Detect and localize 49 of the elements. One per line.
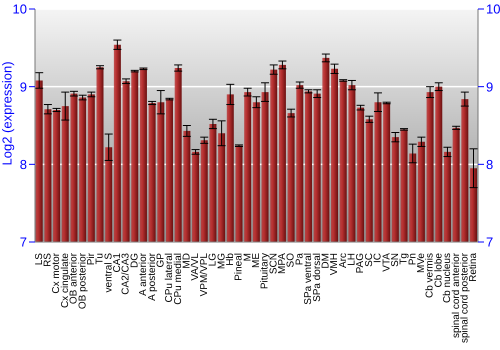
- x-tick-label: Cb nucleus: [442, 253, 454, 304]
- x-tick-label: SCN: [268, 253, 280, 274]
- x-tick-label: DM: [320, 253, 332, 269]
- x-tick-label: VPM/VPL: [198, 252, 210, 296]
- x-tick-label: Pir: [86, 252, 97, 266]
- x-tick-label: ME: [251, 252, 262, 268]
- x-tick-label: LG: [208, 252, 219, 266]
- x-tick-label: PAG: [355, 252, 366, 274]
- x-tick-label: Cx cingulate: [60, 252, 71, 308]
- x-tick-label: Pituitary: [260, 253, 271, 290]
- x-tick-label: Tg: [398, 253, 410, 265]
- x-tick-label: IC: [372, 253, 384, 263]
- x-tick-label: CPu medial: [172, 253, 184, 305]
- y2-tick-label: 10: [486, 2, 500, 17]
- x-tick-label: Pineal: [234, 253, 245, 281]
- x-tick-label: SPa dorsal: [312, 253, 323, 302]
- x-tick-label: Pn: [407, 253, 418, 266]
- x-tick-label: VMH: [329, 253, 340, 276]
- y2-tick-label: 7: [486, 234, 494, 250]
- y-tick-label: 7: [20, 234, 27, 250]
- x-tick-label: OB anterior: [68, 252, 80, 304]
- x-tick-label: CA2/CA3: [120, 252, 132, 295]
- x-tick-label: VTA: [381, 252, 392, 272]
- y-tick-label: 10: [12, 2, 27, 17]
- x-tick-label: A anterior: [138, 252, 150, 296]
- x-tick-label: Tu: [94, 253, 106, 264]
- x-tick-label: OB posterior: [77, 252, 88, 310]
- x-tick-label: RS: [42, 252, 54, 267]
- x-tick-label: Hb: [224, 252, 236, 266]
- x-tick-label: Pa: [294, 252, 306, 266]
- x-tick-label: M: [242, 253, 254, 262]
- x-tick-label: Cb lobe: [433, 252, 444, 288]
- x-tick-label: spinal cord posterior: [459, 252, 470, 344]
- x-tick-label: GP: [155, 252, 166, 268]
- y2-tick-label: 8: [486, 156, 494, 172]
- x-tick-label: ventral S: [103, 252, 114, 292]
- x-tick-label: DG: [129, 252, 140, 268]
- x-tick-label: spinal cord anterior: [450, 252, 462, 338]
- y2-tick-label: 9: [486, 79, 494, 94]
- x-tick-label: A posterior: [146, 252, 158, 301]
- x-tick-label: Arc: [338, 253, 349, 268]
- x-tick-label: LS: [34, 252, 45, 266]
- y-tick-label: 9: [20, 79, 27, 94]
- x-tick-label: Retina: [468, 252, 480, 282]
- x-tick-label: SO: [286, 252, 297, 268]
- y-axis-title: Log2 (expression): [0, 61, 15, 166]
- x-tick-label: SN: [390, 253, 401, 267]
- y-tick-label: 8: [20, 156, 27, 172]
- x-tick-label: SC: [364, 253, 375, 267]
